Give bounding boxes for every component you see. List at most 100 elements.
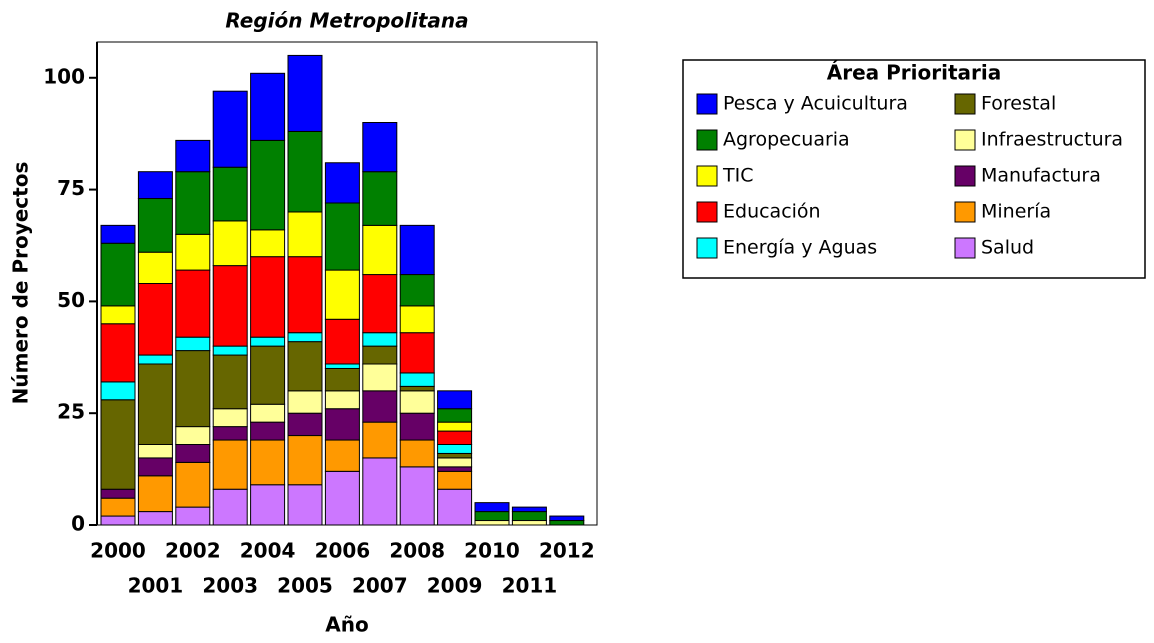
bar-segment <box>287 211 323 258</box>
y-tick-label: 50 <box>57 288 85 312</box>
bar-segment <box>287 332 323 343</box>
bar-segment <box>175 506 211 526</box>
bar-segment <box>362 457 398 526</box>
bar-segment <box>324 439 360 472</box>
bar-segment <box>324 162 360 204</box>
bar-segment <box>362 345 398 365</box>
x-tick-label: 2011 <box>502 574 558 598</box>
x-tick-label: 2000 <box>90 539 146 563</box>
bar-segment <box>399 439 435 468</box>
legend-label: Pesca y Acuicultura <box>723 93 908 115</box>
legend-label: Energía y Aguas <box>723 237 877 259</box>
legend-swatch <box>696 165 718 187</box>
bar-segment <box>287 412 323 437</box>
bar-segment <box>399 305 435 334</box>
bar-segment <box>324 363 360 369</box>
legend-label: Agropecuaria <box>723 129 850 151</box>
bar-segment <box>362 390 398 423</box>
bar-segment <box>437 452 473 459</box>
bar-segment <box>324 367 360 392</box>
bar-segment <box>175 139 211 173</box>
bar-segment <box>250 72 286 141</box>
bar-segment <box>137 198 173 253</box>
bar-segment <box>437 421 473 432</box>
legend-label: TIC <box>722 165 753 187</box>
bar-segment <box>437 444 473 454</box>
x-tick-label: 2005 <box>277 574 333 598</box>
legend-swatch <box>696 93 718 115</box>
legend-label: Forestal <box>981 93 1056 115</box>
bar-segment <box>137 363 173 445</box>
bar-segment <box>250 345 286 405</box>
chart-title: Región Metropolitana <box>225 9 468 33</box>
x-tick-label: 2004 <box>240 539 296 563</box>
x-axis-title: Año <box>325 613 368 637</box>
bar-segment <box>324 408 360 441</box>
bar-segment <box>250 256 286 338</box>
y-tick-label: 75 <box>57 176 85 200</box>
bar-segment <box>399 274 435 307</box>
bar-segment <box>549 520 585 526</box>
legend-label: Salud <box>981 237 1034 259</box>
bar-segment <box>212 439 248 490</box>
bar-segment <box>100 488 136 499</box>
legend-swatch <box>954 201 976 223</box>
bar-segment <box>212 90 248 168</box>
x-tick-label: 2008 <box>389 539 445 563</box>
bar-segment <box>437 430 473 446</box>
bar-segment <box>137 444 173 459</box>
bar-segment <box>212 265 248 347</box>
bar-segment <box>287 130 323 213</box>
legend-label: Minería <box>981 201 1051 223</box>
legend-box <box>682 59 1146 279</box>
bar-segment <box>362 122 398 173</box>
legend-label: Manufactura <box>981 165 1101 187</box>
bar-segment <box>137 511 173 526</box>
legend-title: Área Prioritaria <box>827 61 1001 85</box>
x-tick-label: 2002 <box>165 539 221 563</box>
x-tick-label: 2012 <box>539 539 595 563</box>
legend-swatch <box>696 237 718 259</box>
bar-segment <box>287 341 323 392</box>
x-tick-label: 2001 <box>128 574 184 598</box>
bar-segment <box>324 470 360 526</box>
bar-segment <box>511 511 547 522</box>
bar-segment <box>399 390 435 414</box>
y-tick-label: 25 <box>57 400 85 424</box>
bar-segment <box>474 511 510 522</box>
bar-segment <box>175 350 211 428</box>
bar-segment <box>250 421 286 441</box>
bar-segment <box>175 233 211 271</box>
bar-segment <box>474 520 510 526</box>
bar-segment <box>474 502 510 513</box>
bar-segment <box>399 372 435 387</box>
bar-segment <box>250 229 286 258</box>
bar-segment <box>324 390 360 410</box>
x-tick-label: 2007 <box>352 574 408 598</box>
bar-segment <box>175 336 211 352</box>
bar-segment <box>212 488 248 526</box>
bar-segment <box>399 466 435 526</box>
bar-segment <box>287 484 323 526</box>
bar-segment <box>362 363 398 392</box>
bar-segment <box>324 269 360 320</box>
bar-segment <box>362 224 398 276</box>
bar-segment <box>212 408 248 428</box>
bar-segment <box>137 354 173 365</box>
bar-segment <box>324 318 360 365</box>
bar-segment <box>399 224 435 276</box>
bar-segment <box>100 515 136 526</box>
bar-segment <box>137 171 173 200</box>
legend-swatch <box>696 201 718 223</box>
bar-segment <box>100 497 136 517</box>
bar-segment <box>362 332 398 347</box>
bar-segment <box>137 283 173 356</box>
x-tick-label: 2009 <box>427 574 483 598</box>
bar-segment <box>175 461 211 508</box>
bar-segment <box>362 274 398 334</box>
bar-segment <box>100 323 136 383</box>
bar-segment <box>250 484 286 526</box>
bar-segment <box>250 139 286 231</box>
bar-segment <box>100 224 136 244</box>
legend-swatch <box>954 237 976 259</box>
